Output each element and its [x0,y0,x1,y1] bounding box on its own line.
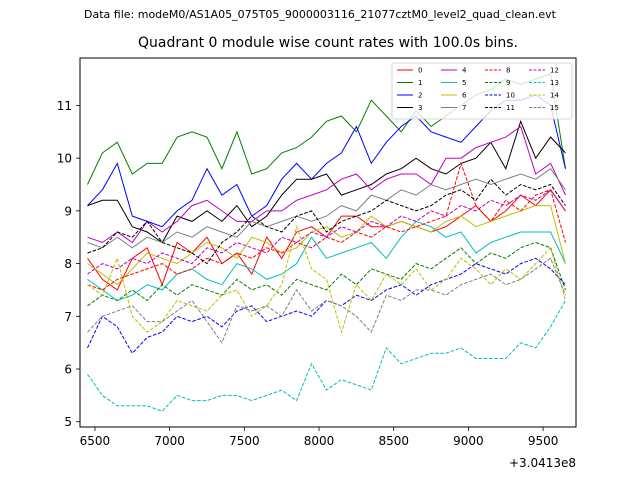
series-line-15 [87,257,566,344]
series-line-12 [87,189,566,275]
series-line-7 [87,168,566,249]
y-tick-label: 9 [64,204,72,218]
y-tick-label: 10 [57,152,72,166]
legend-label-4: 4 [462,67,467,75]
legend-label-3: 3 [418,104,422,112]
x-tick-label: 8500 [378,434,409,448]
legend-label-14: 14 [550,92,559,100]
x-tick-label: 7500 [229,434,260,448]
series-line-9 [87,241,566,307]
legend-label-1: 1 [418,79,422,87]
legend-label-15: 15 [550,104,559,112]
figure-suptitle: Data file: modeM0/AS1A05_075T05_90000031… [84,8,556,21]
plot-frame [79,57,577,428]
legend-label-6: 6 [462,92,467,100]
series-lines [87,73,566,412]
legend-label-8: 8 [506,67,510,75]
x-tick-label: 9000 [453,434,484,448]
series-line-10 [87,257,566,355]
x-tick-label: 8000 [304,434,335,448]
legend-label-13: 13 [550,79,559,87]
y-tick-label: 7 [64,310,72,324]
legend-label-9: 9 [506,79,510,87]
series-line-3 [87,119,566,244]
legend-box [391,62,573,120]
y-tick-label: 6 [64,363,72,377]
legend-label-2: 2 [418,92,422,100]
series-line-6 [87,205,566,286]
x-axis: 6500 7000 7500 8000 8500 9000 9500 [80,427,559,448]
y-tick-label: 8 [64,257,72,271]
series-line-11 [87,178,566,265]
legend-label-5: 5 [462,79,466,87]
x-tick-label: 9500 [528,434,559,448]
x-tick-label: 6500 [80,434,111,448]
legend-label-10: 10 [506,92,515,100]
x-tick-label: 7000 [154,434,185,448]
series-line-14 [87,224,566,334]
legend-label-0: 0 [418,67,422,75]
series-line-13 [87,300,566,412]
y-axis: 5 6 7 8 9 10 11 [57,99,80,429]
x-offset-label: +3.0413e8 [509,456,576,470]
chart-title: Quadrant 0 module wise count rates with … [138,35,518,51]
legend-label-7: 7 [462,104,466,112]
series-line-4 [87,125,566,244]
y-tick-label: 5 [64,415,72,429]
series-line-5 [87,220,566,302]
y-tick-label: 11 [57,99,72,113]
legend-label-11: 11 [506,104,515,112]
legend-label-12: 12 [550,67,559,75]
